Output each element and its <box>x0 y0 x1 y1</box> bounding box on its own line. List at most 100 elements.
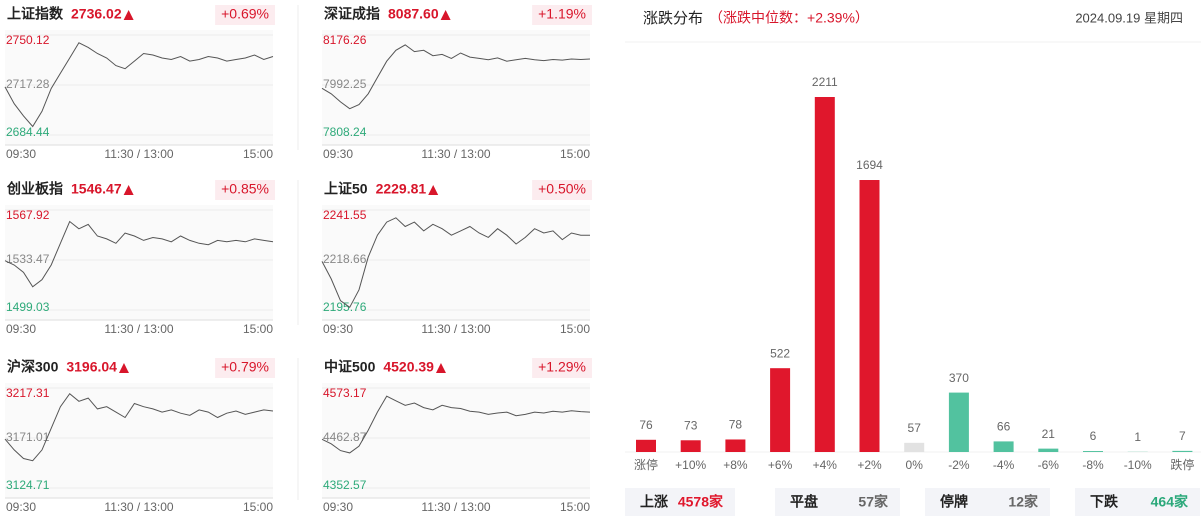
index-price: 8087.60 <box>388 6 439 22</box>
summary-label: 停牌 <box>940 494 968 510</box>
x-tick-label: 15:00 <box>560 147 590 161</box>
x-tick-label: -8% <box>1082 458 1104 472</box>
x-tick-label: +6% <box>768 458 793 472</box>
index-name: 上证指数 <box>7 6 64 22</box>
x-tick-label: +4% <box>813 458 838 472</box>
y-tick-label: 2684.44 <box>6 125 50 139</box>
x-tick-label: 跌停 <box>1170 457 1194 472</box>
x-tick-label: +2% <box>857 458 882 472</box>
x-tick-label: 15:00 <box>560 500 590 514</box>
value-label: 2211 <box>812 75 838 89</box>
bar <box>1038 448 1059 452</box>
x-tick-label: 09:30 <box>323 500 353 514</box>
summary-value: 12家 <box>1008 494 1039 510</box>
index-change: +1.19% <box>538 6 586 22</box>
x-tick-label: +8% <box>723 458 748 472</box>
summary-value: 4578家 <box>678 494 724 510</box>
change-badge <box>532 5 592 25</box>
up-arrow <box>118 363 129 373</box>
x-tick-label: 11:30 / 13:00 <box>421 322 490 336</box>
value-label: 78 <box>729 418 743 432</box>
x-tick-label: 15:00 <box>243 147 273 161</box>
index-price: 2229.81 <box>376 181 427 197</box>
value-label: 73 <box>684 418 698 432</box>
price-line <box>4 220 274 288</box>
bar <box>680 440 701 452</box>
price-line <box>321 44 591 110</box>
change-badge <box>215 358 275 378</box>
value-label: 76 <box>639 418 653 432</box>
change-badge <box>532 180 592 200</box>
summary-value: 464家 <box>1151 494 1189 510</box>
up-arrow <box>123 185 134 195</box>
x-tick-label: 11:30 / 13:00 <box>104 500 173 514</box>
x-tick-label: -6% <box>1038 458 1060 472</box>
up-arrow <box>428 185 439 195</box>
up-arrow <box>440 10 451 20</box>
x-tick-label: -2% <box>948 458 970 472</box>
x-tick-label: -10% <box>1124 458 1152 472</box>
value-label: 1 <box>1134 430 1141 444</box>
x-tick-label: 11:30 / 13:00 <box>421 147 490 161</box>
value-label: 66 <box>997 420 1011 434</box>
bar <box>814 97 835 452</box>
plot-bg <box>5 383 273 498</box>
y-tick-label: 1567.92 <box>6 208 50 222</box>
up-arrow <box>435 363 446 373</box>
chart-date: 2024.09.19 星期四 <box>1075 10 1183 25</box>
price-line <box>4 42 274 128</box>
plot-bg <box>5 205 273 320</box>
bar <box>948 392 969 452</box>
chart-subtitle: （涨跌中位数：+2.39%） <box>709 10 869 26</box>
bar <box>725 439 746 452</box>
bar <box>859 180 880 452</box>
index-price: 3196.04 <box>66 359 117 375</box>
x-tick-label: 09:30 <box>323 322 353 336</box>
y-tick-label: 1533.47 <box>6 252 50 266</box>
x-tick-label: 涨停 <box>634 457 658 472</box>
y-tick-label: 7992.25 <box>323 77 367 91</box>
index-name: 沪深300 <box>7 359 59 375</box>
price-line <box>4 392 274 462</box>
x-tick-label: 09:30 <box>6 322 36 336</box>
index-name: 中证500 <box>324 359 376 375</box>
x-tick-label: -4% <box>993 458 1015 472</box>
summary-box <box>925 488 1050 516</box>
index-name: 深证成指 <box>324 6 380 22</box>
x-tick-label: 09:30 <box>6 147 36 161</box>
plot-bg <box>322 30 590 145</box>
x-tick-label: 0% <box>906 458 924 472</box>
value-label: 21 <box>1042 427 1056 441</box>
plot-bg <box>322 383 590 498</box>
value-label: 6 <box>1090 429 1097 443</box>
index-price: 1546.47 <box>71 181 122 197</box>
bar <box>993 441 1014 452</box>
y-tick-label: 4573.17 <box>323 386 367 400</box>
value-label: 522 <box>770 346 790 360</box>
bar <box>770 368 791 452</box>
value-label: 1694 <box>856 158 883 172</box>
summary-value: 57家 <box>858 494 889 510</box>
y-tick-label: 3124.71 <box>6 478 50 492</box>
value-label: 370 <box>949 371 969 385</box>
bar <box>904 442 925 452</box>
summary-label: 平盘 <box>790 494 818 510</box>
y-tick-label: 7808.24 <box>323 125 367 139</box>
x-tick-label: 15:00 <box>243 500 273 514</box>
x-tick-label: 09:30 <box>323 147 353 161</box>
x-tick-label: 11:30 / 13:00 <box>104 322 173 336</box>
index-price: 2736.02 <box>71 6 122 22</box>
x-tick-label: +10% <box>675 458 706 472</box>
bar <box>1083 451 1103 452</box>
summary-label: 下跌 <box>1090 494 1119 510</box>
y-tick-label: 2717.28 <box>6 77 50 91</box>
index-name: 创业板指 <box>6 181 63 197</box>
index-change: +0.50% <box>538 181 586 197</box>
y-tick-label: 3217.31 <box>6 386 50 400</box>
y-tick-label: 3171.01 <box>6 430 50 444</box>
y-tick-label: 2750.12 <box>6 33 50 47</box>
index-price: 4520.39 <box>383 359 434 375</box>
chart-title: 涨跌分布 <box>643 10 703 27</box>
y-tick-label: 2195.76 <box>323 300 367 314</box>
